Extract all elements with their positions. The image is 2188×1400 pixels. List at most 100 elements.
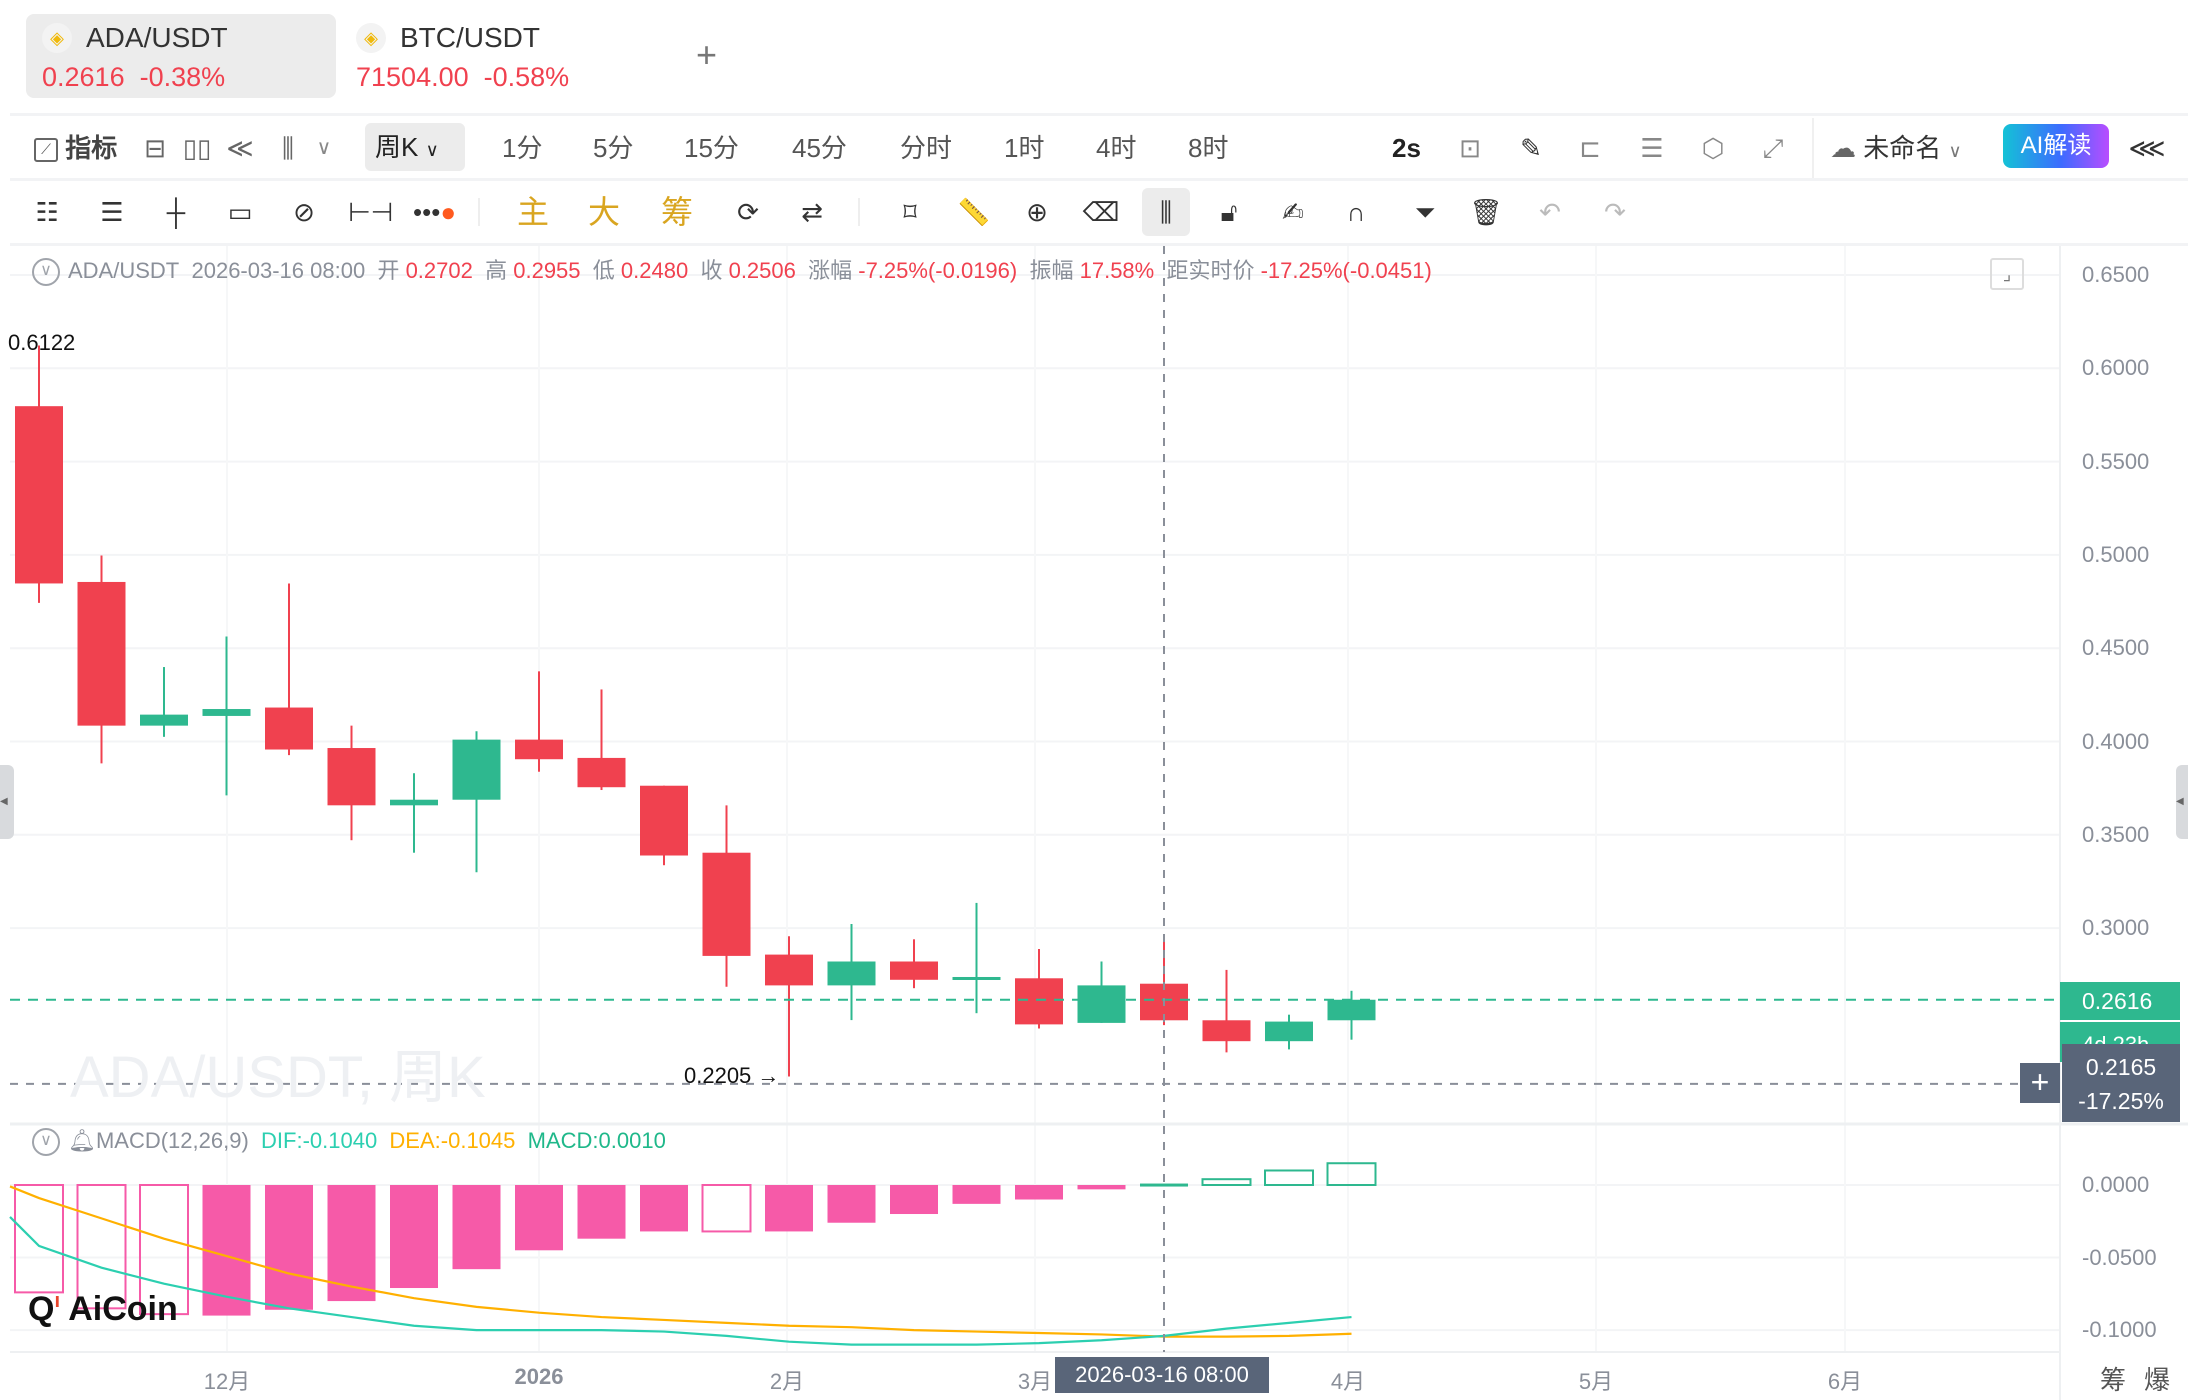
edit-note-icon[interactable]: ✍ bbox=[1282, 197, 1304, 227]
maximize-pane-icon[interactable]: ⌟ bbox=[1990, 258, 2024, 290]
min-price-label: 0.2205 → bbox=[684, 1063, 780, 1088]
divider bbox=[1812, 118, 1814, 178]
macd-histogram-bar bbox=[1077, 1185, 1126, 1190]
period-45m[interactable]: 45分 bbox=[792, 133, 847, 163]
pencil-icon[interactable]: ✎ bbox=[1520, 133, 1542, 163]
candle-up bbox=[1265, 1021, 1313, 1042]
candle-down bbox=[1015, 978, 1063, 1025]
dif-line bbox=[9, 1216, 1352, 1346]
refresh-interval[interactable]: 2s bbox=[1392, 133, 1421, 163]
chart-type-icon[interactable]: ⫼ bbox=[282, 133, 294, 163]
add-tab-button[interactable]: + bbox=[696, 34, 718, 75]
chip-toggle[interactable]: 筹 bbox=[2100, 1365, 2127, 1395]
macd-histogram-bar bbox=[701, 1184, 752, 1233]
template-icon[interactable]: ⊟ bbox=[144, 133, 166, 163]
filter-icon[interactable]: ⏷ bbox=[1414, 197, 1436, 227]
camera-icon[interactable]: ⊡ bbox=[1459, 133, 1481, 163]
macd-histogram-bar bbox=[14, 1184, 64, 1294]
layout-name-dropdown[interactable]: ☁ 未命名 ∨ bbox=[1830, 133, 1962, 163]
sync-draw-icon[interactable]: ⟳ bbox=[737, 197, 759, 227]
cursor-price-tag: 0.2165 -17.25% bbox=[2062, 1044, 2180, 1122]
add-window-icon[interactable]: ⊏ bbox=[1579, 133, 1601, 163]
price-axis-label: 0.6000 bbox=[2082, 355, 2150, 381]
macd-histogram-bar bbox=[577, 1185, 626, 1239]
time-axis-label: 6月 bbox=[1827, 1369, 1863, 1394]
period-1h[interactable]: 1时 bbox=[1004, 133, 1045, 163]
candle-down bbox=[702, 852, 751, 956]
macd-histogram-bar bbox=[1140, 1183, 1188, 1187]
list-icon[interactable]: ☰ bbox=[1640, 133, 1664, 163]
candle-down bbox=[515, 739, 563, 760]
settings-icon[interactable]: ⬡ bbox=[1701, 133, 1725, 163]
right-panel-handle[interactable]: ◀ bbox=[2176, 765, 2188, 839]
burst-toggle[interactable]: 爆 bbox=[2144, 1365, 2171, 1395]
brush-icon[interactable]: ⊘ bbox=[293, 197, 315, 227]
binance-coin-icon: ◈ bbox=[42, 23, 72, 53]
replay-icon[interactable]: ≪ bbox=[226, 133, 254, 163]
period-select[interactable]: 周K ∨ bbox=[365, 123, 465, 171]
fullscreen-icon[interactable]: ⤢ bbox=[1762, 133, 1784, 163]
chip-distribution-button[interactable]: 筹 bbox=[660, 194, 693, 230]
share-icon[interactable]: ⋘ bbox=[2128, 133, 2166, 163]
period-15m[interactable]: 15分 bbox=[684, 133, 739, 163]
candle-up bbox=[140, 714, 188, 726]
unlock-icon[interactable]: 🔓︎ bbox=[1220, 197, 1238, 227]
divider bbox=[478, 198, 480, 226]
divider bbox=[858, 198, 860, 226]
macd-histogram-bar bbox=[452, 1185, 501, 1270]
macd-axis-label: -0.0500 bbox=[2082, 1244, 2157, 1270]
tab-ada-usdt[interactable]: ◈ ADA/USDT 0.2616 -0.38% bbox=[26, 14, 336, 98]
parallel-lines-icon[interactable]: ☷ bbox=[35, 197, 59, 227]
current-price-tag: 0.2616 bbox=[2060, 982, 2180, 1020]
macd-histogram-bar bbox=[76, 1184, 127, 1310]
candle-down bbox=[1202, 1020, 1251, 1042]
period-8h[interactable]: 8时 bbox=[1188, 133, 1229, 163]
collapse-icon[interactable]: ∨ bbox=[32, 258, 60, 287]
time-axis-label: 4月 bbox=[1330, 1369, 1366, 1394]
undo-icon[interactable]: ↶ bbox=[1539, 197, 1561, 227]
macd-histogram-bar bbox=[1201, 1178, 1252, 1187]
zoom-in-icon[interactable]: ⊕ bbox=[1026, 197, 1048, 227]
add-alert-plus-button[interactable]: + bbox=[2020, 1063, 2060, 1103]
eraser-icon[interactable]: ⌫ bbox=[1082, 197, 1120, 227]
candle-mode-button[interactable] bbox=[1142, 188, 1190, 236]
period-timeline[interactable]: 分时 bbox=[900, 133, 953, 163]
time-axis-label: 2月 bbox=[769, 1369, 805, 1394]
left-panel-handle[interactable]: ◀ bbox=[0, 765, 14, 839]
big-order-button[interactable]: 大 bbox=[587, 194, 620, 230]
magnet-icon[interactable]: ∩ bbox=[1346, 197, 1366, 227]
bookmark-icon[interactable]: ⌑ bbox=[903, 197, 917, 227]
binance-coin-icon: ◈ bbox=[356, 23, 386, 53]
period-1m[interactable]: 1分 bbox=[502, 133, 543, 163]
price-axis-label: 0.5000 bbox=[2082, 541, 2150, 567]
macd-histogram-bar bbox=[640, 1185, 688, 1232]
cloud-check-icon: ☁ bbox=[1830, 133, 1856, 163]
redo-icon[interactable]: ↷ bbox=[1604, 197, 1626, 227]
ai-interpret-button[interactable]: AI解读 bbox=[2003, 124, 2109, 168]
main-force-button[interactable]: 主 bbox=[516, 194, 549, 230]
crosshair-line-icon[interactable]: ┼ bbox=[166, 197, 186, 227]
divider bbox=[10, 243, 2188, 246]
layout-icon[interactable]: ▯▯ bbox=[182, 133, 212, 163]
aicoin-logo: Qı AiCoin bbox=[28, 1290, 178, 1328]
candle-up bbox=[952, 976, 1001, 980]
trash-icon[interactable]: 🗑︎ bbox=[1469, 197, 1503, 227]
more-tools-icon[interactable]: •••● bbox=[413, 197, 457, 227]
period-4h[interactable]: 4时 bbox=[1096, 133, 1137, 163]
bell-icon[interactable]: 🔔︎ bbox=[68, 1128, 96, 1153]
tab-btc-usdt[interactable]: ◈ BTC/USDT 71504.00 -0.58% bbox=[356, 22, 570, 92]
measure-range-icon[interactable]: ⊢⊣ bbox=[348, 197, 394, 227]
horizontal-lines-icon[interactable]: ☰ bbox=[100, 197, 124, 227]
collapse-icon[interactable]: ∨ bbox=[32, 1128, 60, 1157]
candle-down bbox=[265, 707, 313, 750]
dea-line bbox=[9, 1185, 1352, 1338]
rectangle-icon[interactable]: ▭ bbox=[227, 197, 253, 227]
period-5m[interactable]: 5分 bbox=[593, 133, 634, 163]
price-axis-label: 0.4500 bbox=[2082, 635, 2150, 661]
ruler-icon[interactable]: 📏 bbox=[957, 197, 991, 227]
compare-icon[interactable]: ⇄ bbox=[801, 197, 823, 227]
indicators-button[interactable]: ⟋ 指标 bbox=[34, 130, 117, 166]
macd-histogram-bar bbox=[265, 1185, 313, 1310]
chevron-down-icon[interactable]: ∨ bbox=[316, 137, 332, 159]
